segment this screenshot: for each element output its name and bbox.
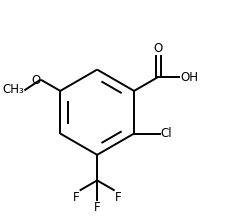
Text: F: F xyxy=(93,201,100,214)
Text: Cl: Cl xyxy=(160,127,172,140)
Text: O: O xyxy=(31,74,41,87)
Text: O: O xyxy=(153,42,162,55)
Text: F: F xyxy=(114,191,121,204)
Text: F: F xyxy=(73,191,79,204)
Text: OH: OH xyxy=(180,71,198,83)
Text: CH₃: CH₃ xyxy=(2,83,24,96)
